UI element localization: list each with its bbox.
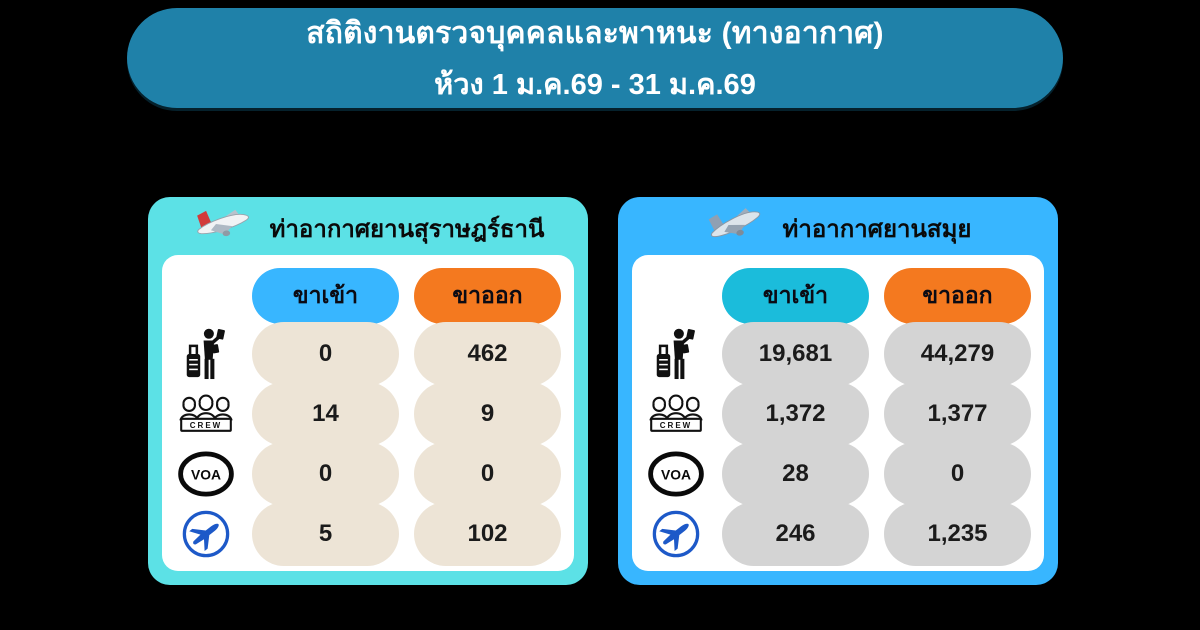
traveler-with-luggage-icon (654, 328, 698, 380)
crew-icon-label: CREW (190, 421, 222, 430)
arrival-column-header: ขาเข้า (722, 268, 869, 324)
passengers-departure-value: 44,279 (884, 322, 1031, 386)
voa-arrival-value: 0 (252, 442, 399, 506)
crew-arrival-value: 14 (252, 382, 399, 446)
airport-title: ท่าอากาศยานสมุย (782, 215, 972, 243)
airplane-circle-icon (181, 509, 231, 559)
banner-period: ห้วง 1 ม.ค.69 - 31 ม.ค.69 (434, 68, 756, 101)
banner-title: สถิติงานตรวจบุคคลและพาหนะ (ทางอากาศ) (306, 16, 884, 50)
card-samui-airport: ท่าอากาศยานสมุย ขาเข้า ขาออก (618, 197, 1058, 585)
card-header: ท่าอากาศยานสุราษฎร์ธานี (148, 197, 588, 255)
voa-departure-value: 0 (884, 442, 1031, 506)
arrival-column-header: ขาเข้า (252, 268, 399, 324)
airplane-grey-icon (705, 206, 767, 250)
flights-arrival-value: 246 (722, 502, 869, 566)
passengers-arrival-value: 19,681 (722, 322, 869, 386)
voa-departure-value: 0 (414, 442, 561, 506)
airplane-circle-icon (651, 509, 701, 559)
stats-panel: ขาเข้า ขาออก 0 46 (162, 255, 574, 571)
flights-departure-value: 102 (414, 502, 561, 566)
voa-icon-label: VOA (661, 466, 691, 482)
traveler-with-luggage-icon (184, 328, 228, 380)
crew-icon: CREW (648, 394, 704, 434)
departure-column-header: ขาออก (414, 268, 561, 324)
crew-icon: CREW (178, 394, 234, 434)
card-surat-thani-airport: ท่าอากาศยานสุราษฎร์ธานี ขาเข้า ขาออก (148, 197, 588, 585)
voa-icon-label: VOA (191, 466, 221, 482)
airplane-red-tail-icon (192, 206, 254, 250)
crew-icon-label: CREW (660, 421, 692, 430)
crew-arrival-value: 1,372 (722, 382, 869, 446)
airport-title: ท่าอากาศยานสุราษฎร์ธานี (269, 215, 545, 243)
visa-on-arrival-icon: VOA (177, 451, 235, 497)
voa-arrival-value: 28 (722, 442, 869, 506)
crew-departure-value: 9 (414, 382, 561, 446)
departure-column-header: ขาออก (884, 268, 1031, 324)
flights-departure-value: 1,235 (884, 502, 1031, 566)
title-banner: สถิติงานตรวจบุคคลและพาหนะ (ทางอากาศ) ห้ว… (127, 8, 1063, 108)
stats-panel: ขาเข้า ขาออก 19,681 (632, 255, 1044, 571)
passengers-departure-value: 462 (414, 322, 561, 386)
flights-arrival-value: 5 (252, 502, 399, 566)
card-header: ท่าอากาศยานสมุย (618, 197, 1058, 255)
passengers-arrival-value: 0 (252, 322, 399, 386)
crew-departure-value: 1,377 (884, 382, 1031, 446)
visa-on-arrival-icon: VOA (647, 451, 705, 497)
